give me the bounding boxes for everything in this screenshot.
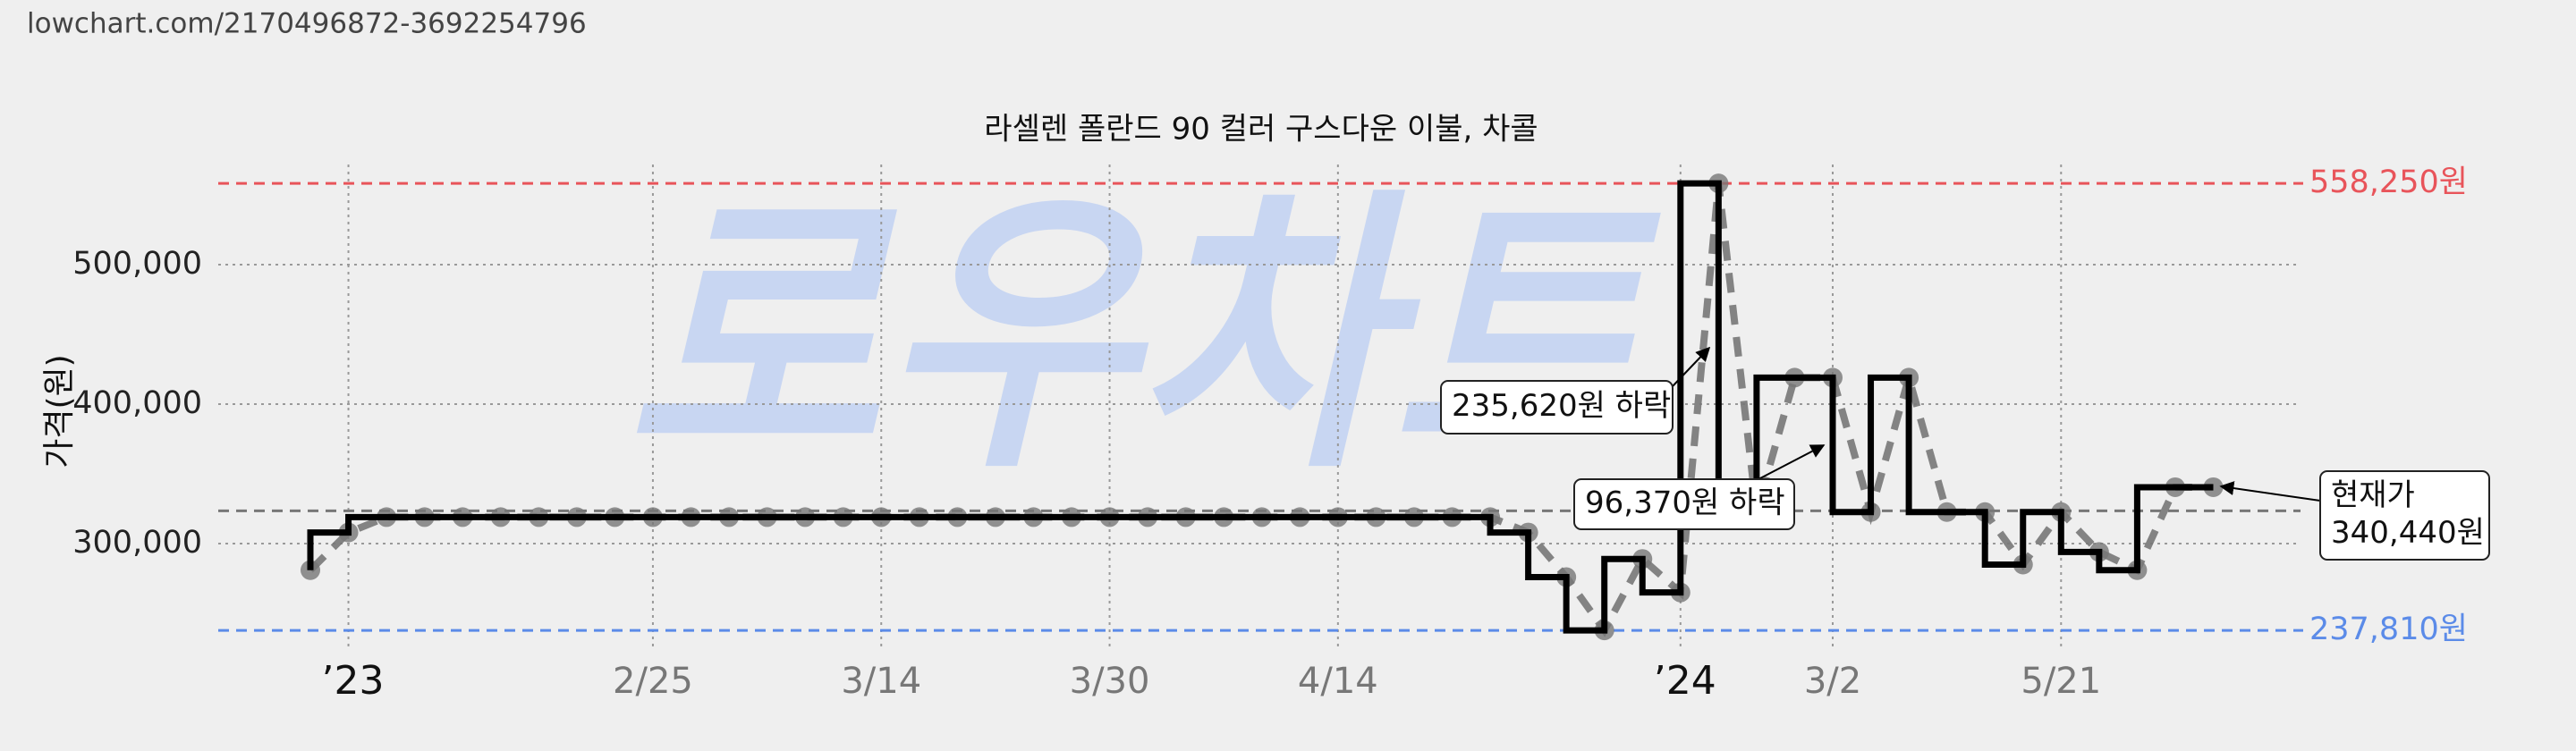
x-tick-label: 2/25 (613, 661, 693, 702)
reference-label: 558,250원 (2309, 165, 2468, 200)
y-tick-label: 400,000 (72, 385, 202, 421)
annotation-arrow (1758, 444, 1826, 480)
x-tick-label: 3/2 (1804, 661, 1861, 702)
annotation-box (2319, 470, 2490, 561)
annotation-arrow (2219, 481, 2321, 502)
x-tick-label: ’23 (322, 658, 385, 704)
chart-title: 라셀렌 폴란드 90 컬러 구스다운 이불, 차콜 (984, 112, 1538, 148)
series (301, 173, 2224, 641)
annotation-box (1573, 478, 1795, 530)
annotation-box (1440, 380, 1674, 435)
x-tick-label: ’24 (1654, 658, 1716, 704)
x-tick-label: 3/30 (1070, 661, 1150, 702)
y-tick-label: 300,000 (72, 525, 202, 561)
annotation-text: 96,370원 하락 (1585, 485, 1785, 521)
annotation-arrow (1672, 346, 1711, 387)
x-tick-label: 5/21 (2021, 661, 2101, 702)
x-tick-label: 3/14 (841, 661, 921, 702)
watermark-text: 로우차트 (626, 165, 1664, 508)
step-line (307, 180, 2214, 634)
reference-label: 237,810원 (2309, 612, 2468, 647)
y-axis-label: 가격(원) (41, 354, 78, 468)
annotation-text: 235,620원 하락 (1452, 388, 1671, 424)
annotation-text: 현재가 (2331, 477, 2415, 513)
y-tick-label: 500,000 (72, 246, 202, 282)
watermark: 로우차트 (626, 165, 1664, 508)
url: lowchart.com/2170496872-3692254796 (27, 8, 587, 40)
x-tick-label: 4/14 (1298, 661, 1378, 702)
annotation-text: 340,440원 (2331, 515, 2485, 551)
